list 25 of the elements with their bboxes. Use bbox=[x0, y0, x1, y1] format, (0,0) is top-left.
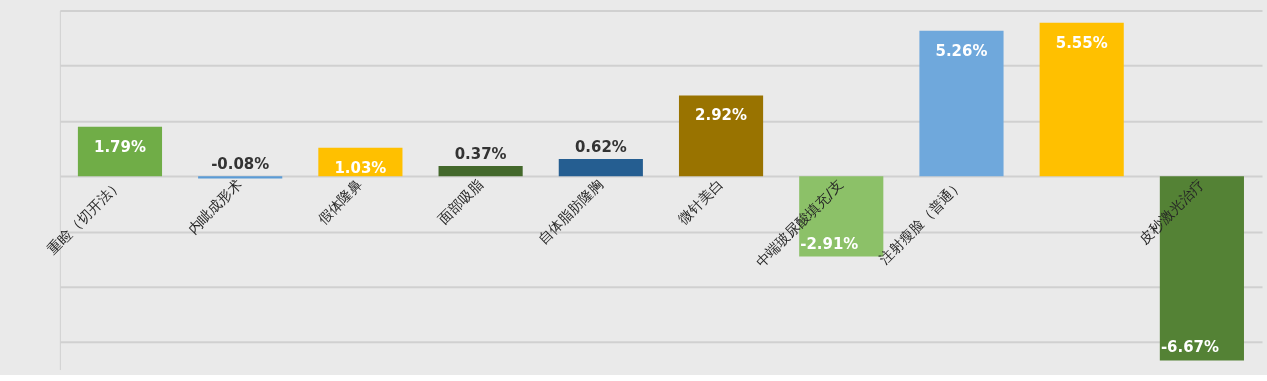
bar bbox=[678, 95, 764, 177]
x-tick-label: 内眦成形术 bbox=[184, 176, 246, 238]
bar bbox=[198, 176, 283, 179]
x-tick-label: 面部吸脂 bbox=[434, 176, 486, 228]
x-tick-label: 假体隆鼻 bbox=[314, 176, 366, 228]
bar bbox=[919, 30, 1004, 177]
bar bbox=[438, 165, 523, 177]
bar bbox=[558, 159, 643, 177]
bar bbox=[77, 126, 163, 177]
data-label: 5.26% bbox=[935, 41, 988, 60]
data-label: -2.91% bbox=[800, 234, 859, 253]
data-label: 1.03% bbox=[334, 158, 387, 177]
x-tick-label: 自体脂肪隆胸 bbox=[535, 176, 606, 248]
data-label: 0.37% bbox=[454, 144, 507, 163]
data-label: 1.79% bbox=[94, 137, 146, 156]
x-tick-label: 重睑（切开法） bbox=[44, 176, 125, 257]
data-label: -0.08% bbox=[211, 155, 270, 174]
bar bbox=[1039, 22, 1124, 177]
data-label: 2.92% bbox=[695, 106, 747, 125]
data-label: 0.62% bbox=[574, 138, 627, 157]
x-tick-label: 微针美白 bbox=[675, 176, 726, 228]
data-label: -6.67% bbox=[1160, 338, 1219, 357]
x-tick-label: 皮秒激光治疗 bbox=[1136, 176, 1207, 248]
x-tick-label: 注射瘦脸（普通） bbox=[875, 176, 967, 267]
data-label: 5.55% bbox=[1055, 33, 1108, 52]
